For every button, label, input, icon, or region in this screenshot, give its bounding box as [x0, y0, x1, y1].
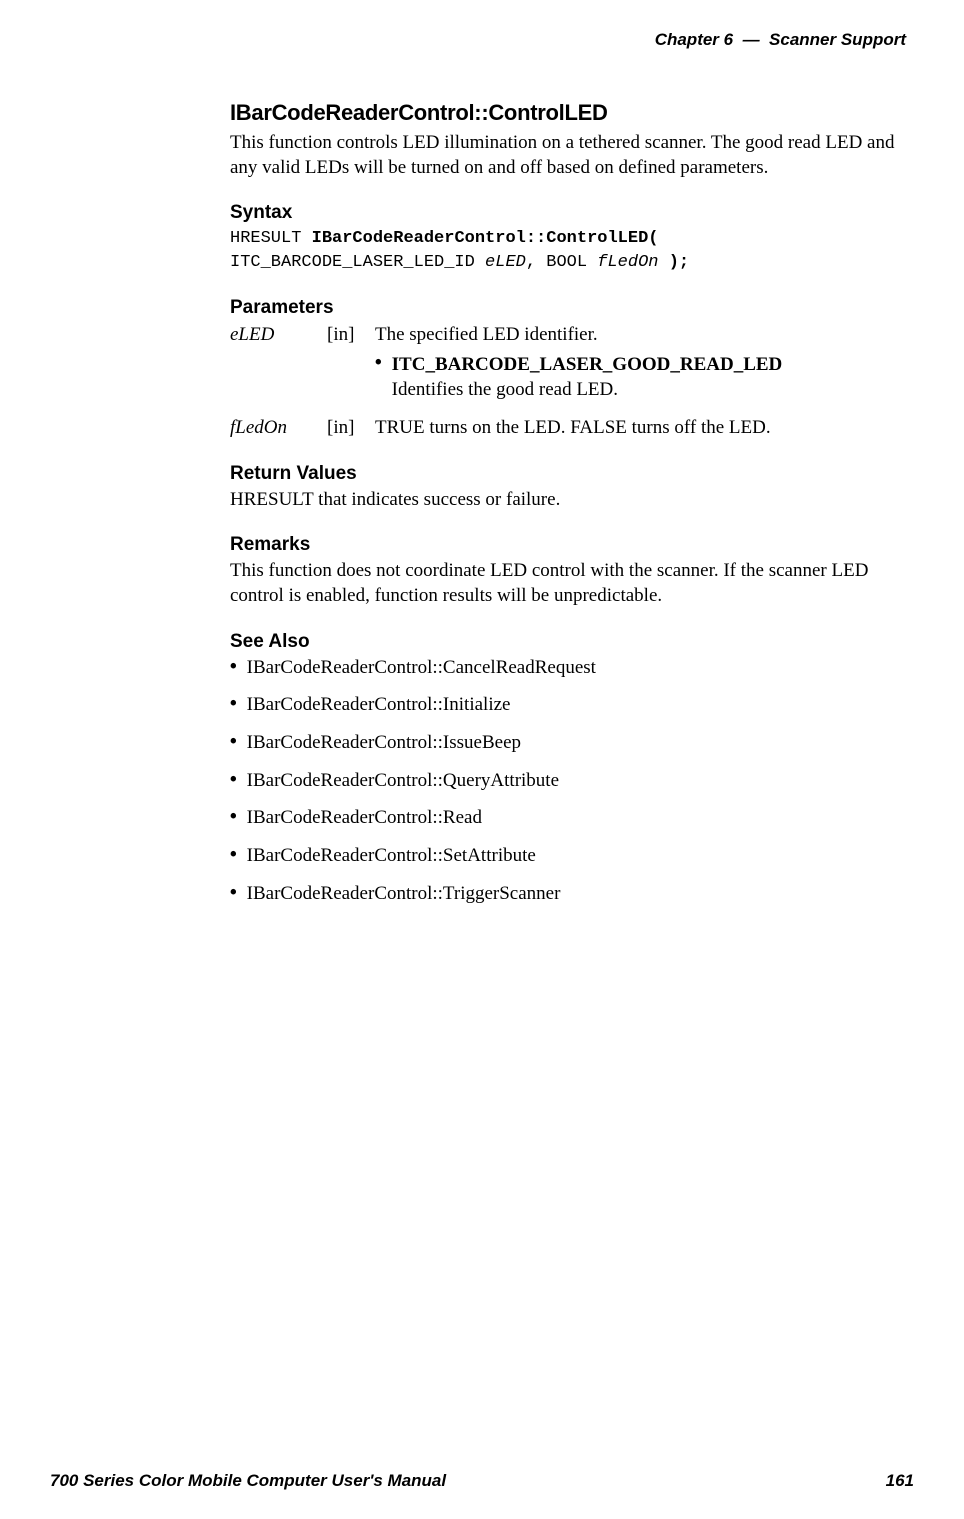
param-subtext: ITC_BARCODE_LASER_GOOD_READ_LED Identifi…: [392, 352, 904, 403]
syntax-bold: IBarCodeReaderControl::ControlLED(: [312, 229, 659, 248]
chapter-prefix: Chapter: [655, 30, 719, 49]
list-item: • IBarCodeReaderControl::QueryAttribute: [230, 769, 904, 794]
parameter-row: fLedOn [in] TRUE turns on the LED. FALSE…: [230, 415, 904, 441]
bullet-icon: •: [230, 769, 237, 792]
return-values-text: HRESULT that indicates success or failur…: [230, 488, 904, 513]
syntax-code: HRESULT IBarCodeReaderControl::ControlLE…: [230, 227, 904, 275]
syntax-param: fLedOn: [597, 253, 658, 272]
bullet-icon: •: [230, 731, 237, 754]
page-header: Chapter 6 — Scanner Support: [50, 30, 914, 50]
syntax-bold: );: [659, 253, 690, 272]
return-values-heading: Return Values: [230, 463, 904, 485]
header-separator: —: [743, 30, 760, 49]
param-desc-text: The specified LED identifier.: [375, 324, 598, 345]
bullet-icon: •: [375, 352, 382, 375]
param-constant-desc: Identifies the good read LED.: [392, 379, 618, 400]
param-name: fLedOn: [230, 415, 327, 441]
parameters-block: eLED [in] The specified LED identifier. …: [230, 322, 904, 441]
function-intro: This function controls LED illumination …: [230, 131, 904, 180]
bullet-icon: •: [230, 882, 237, 905]
see-also-link: IBarCodeReaderControl::SetAttribute: [247, 844, 904, 869]
bullet-icon: •: [230, 693, 237, 716]
remarks-text: This function does not coordinate LED co…: [230, 559, 904, 608]
param-constant: ITC_BARCODE_LASER_GOOD_READ_LED: [392, 354, 783, 375]
bullet-icon: •: [230, 844, 237, 867]
manual-title: 700 Series Color Mobile Computer User's …: [50, 1471, 446, 1491]
syntax-text: HRESULT: [230, 229, 312, 248]
page-number: 161: [886, 1471, 914, 1491]
list-item: • IBarCodeReaderControl::SetAttribute: [230, 844, 904, 869]
param-name: eLED: [230, 322, 327, 403]
see-also-list: • IBarCodeReaderControl::CancelReadReque…: [230, 656, 904, 907]
syntax-text: ITC_BARCODE_LASER_LED_ID: [230, 253, 485, 272]
param-direction: [in]: [327, 322, 375, 403]
syntax-param: eLED: [485, 253, 526, 272]
syntax-heading: Syntax: [230, 202, 904, 224]
param-description: The specified LED identifier. • ITC_BARC…: [375, 322, 904, 403]
parameters-heading: Parameters: [230, 297, 904, 319]
list-item: • IBarCodeReaderControl::TriggerScanner: [230, 882, 904, 907]
page-footer: 700 Series Color Mobile Computer User's …: [50, 1471, 914, 1491]
list-item: • IBarCodeReaderControl::Initialize: [230, 693, 904, 718]
bullet-icon: •: [230, 806, 237, 829]
see-also-heading: See Also: [230, 631, 904, 653]
see-also-link: IBarCodeReaderControl::Read: [247, 806, 904, 831]
param-direction: [in]: [327, 415, 375, 441]
see-also-link: IBarCodeReaderControl::CancelReadRequest: [247, 656, 904, 681]
function-title: IBarCodeReaderControl::ControlLED: [230, 100, 904, 126]
see-also-link: IBarCodeReaderControl::Initialize: [247, 693, 904, 718]
param-subitem: • ITC_BARCODE_LASER_GOOD_READ_LED Identi…: [375, 352, 904, 403]
see-also-link: IBarCodeReaderControl::TriggerScanner: [247, 882, 904, 907]
see-also-link: IBarCodeReaderControl::QueryAttribute: [247, 769, 904, 794]
list-item: • IBarCodeReaderControl::CancelReadReque…: [230, 656, 904, 681]
parameter-row: eLED [in] The specified LED identifier. …: [230, 322, 904, 403]
param-sublist: • ITC_BARCODE_LASER_GOOD_READ_LED Identi…: [375, 352, 904, 403]
chapter-title: Scanner Support: [769, 30, 906, 49]
syntax-text: , BOOL: [526, 253, 597, 272]
bullet-icon: •: [230, 656, 237, 679]
list-item: • IBarCodeReaderControl::IssueBeep: [230, 731, 904, 756]
param-description: TRUE turns on the LED. FALSE turns off t…: [375, 415, 904, 441]
see-also-link: IBarCodeReaderControl::IssueBeep: [247, 731, 904, 756]
list-item: • IBarCodeReaderControl::Read: [230, 806, 904, 831]
content-area: IBarCodeReaderControl::ControlLED This f…: [230, 100, 904, 906]
chapter-number: 6: [724, 30, 733, 49]
remarks-heading: Remarks: [230, 534, 904, 556]
